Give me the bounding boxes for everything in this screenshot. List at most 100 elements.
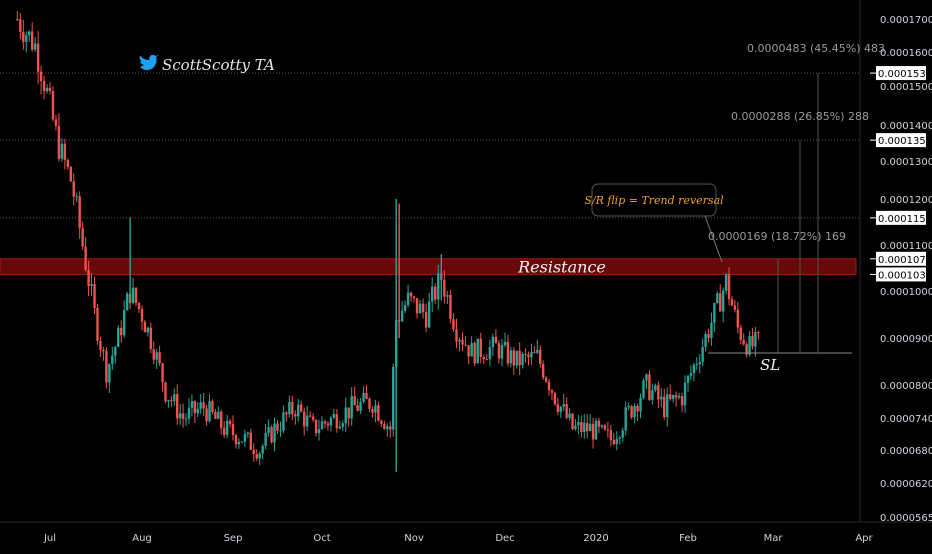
candle-body [437,273,440,300]
x-tick-label: Oct [313,533,330,544]
candle-body [562,404,565,407]
candle-body [161,363,164,383]
y-tick-label: 0.0000680 [880,446,932,457]
candle-body [225,420,229,435]
price-axis: 0.0001700 0.0001600 0.0001500 0.0001400 0.00… [880,15,932,524]
y-tick-label: 0.0000565 [880,513,932,524]
candle-body [627,405,630,408]
candle-body [745,344,748,355]
candle-body [350,396,353,419]
candle-body [16,19,19,20]
candle-body [105,351,108,383]
candle-body [539,349,542,364]
candle-body [122,310,126,336]
candle-body [356,405,359,411]
candle-body [512,350,516,366]
candle-body [383,423,386,429]
target-label-2: 0.0000288 (26.85%) 288 [731,110,869,123]
candle-body [90,283,93,286]
candle-body [544,377,548,382]
candle-body [208,401,211,422]
candle-body [716,293,719,303]
candle-body [146,327,150,333]
candle-body [671,395,675,399]
candle-body [131,287,135,303]
candle-body [615,438,618,445]
candle-body [666,394,669,418]
annotation-callout: S/R flip = Trend reversal [584,183,724,263]
candle-body [362,392,365,402]
candle-body [255,454,258,459]
candle-body [33,43,37,50]
candle-body [464,344,467,346]
candle-body [412,296,416,299]
candle-body [234,435,238,445]
candle-body [249,432,252,450]
candle-body [143,321,147,333]
candle-body [479,338,482,358]
watermark: ScottScotty TA [139,54,275,74]
candle-body [231,424,235,436]
candle-body [96,307,99,341]
y-tick-label: 0.0001700 [880,15,932,26]
candle-body [314,419,318,434]
candle-body [164,382,167,402]
candle-body [698,361,701,365]
candle-body [320,421,324,430]
candle-body [406,292,410,306]
candle-body [461,339,464,345]
candle-body [403,305,407,311]
y-tick-label: 0.0001500 [880,82,932,93]
candle-body [689,373,693,376]
candle-body [329,417,333,426]
candle-body [78,196,81,228]
candle-body [60,143,64,159]
candle-body [553,392,557,405]
candle-body [217,411,220,419]
candle-body [606,429,610,431]
price-tags: 0.0001538 0.0001358 0.0001159 0.0001070 0.00… [870,66,932,282]
candle-body [63,143,67,160]
candle-body [66,159,70,168]
candle-body [155,352,158,360]
candle-body [69,167,72,182]
candle-body [482,357,485,360]
candle-body [344,407,347,424]
x-tick-label: 2020 [583,533,608,544]
candle-body [663,396,666,418]
candle-body [594,420,598,440]
candle-body [267,427,270,433]
candle-body [427,301,431,328]
candle-body [170,400,173,402]
candle-body [541,363,545,378]
candle-body [205,408,208,422]
annotation-box [591,183,717,217]
candle-body [237,441,241,445]
candle-body [455,329,458,342]
candle-body [220,411,223,429]
x-tick-label: Dec [495,533,514,544]
watermark-text: ScottScotty TA [162,56,275,74]
candle-body [173,393,176,402]
candle-body [470,343,473,357]
candle-body [178,413,182,419]
candle-body [137,302,141,309]
candle-body [338,426,342,429]
candle-body [149,327,153,350]
candle-body [39,71,43,81]
candle-body [633,405,636,418]
candle-body [228,420,232,425]
candle-body [297,404,300,417]
candle-body [530,352,533,358]
x-tick-label: Nov [404,533,424,544]
candle-body [415,298,419,314]
y-tick-label: 0.0001600 [880,48,932,59]
candle-body [261,445,264,454]
candle-body [418,303,422,314]
candle-body [264,432,267,446]
candle-body [503,341,507,346]
candle-body [258,453,261,459]
candle-body [550,390,554,393]
candle-body [733,305,737,310]
